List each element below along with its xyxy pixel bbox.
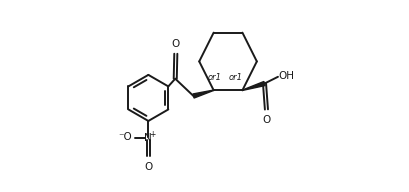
Text: O: O (171, 39, 180, 49)
Text: OH: OH (278, 71, 294, 81)
Text: or1: or1 (207, 73, 221, 82)
Text: N: N (144, 133, 152, 143)
Polygon shape (242, 81, 265, 90)
Text: ⁻O: ⁻O (118, 132, 132, 142)
Text: O: O (262, 115, 270, 125)
Text: or1: or1 (228, 73, 242, 82)
Polygon shape (192, 90, 213, 98)
Text: O: O (144, 162, 152, 172)
Text: +: + (148, 130, 155, 139)
